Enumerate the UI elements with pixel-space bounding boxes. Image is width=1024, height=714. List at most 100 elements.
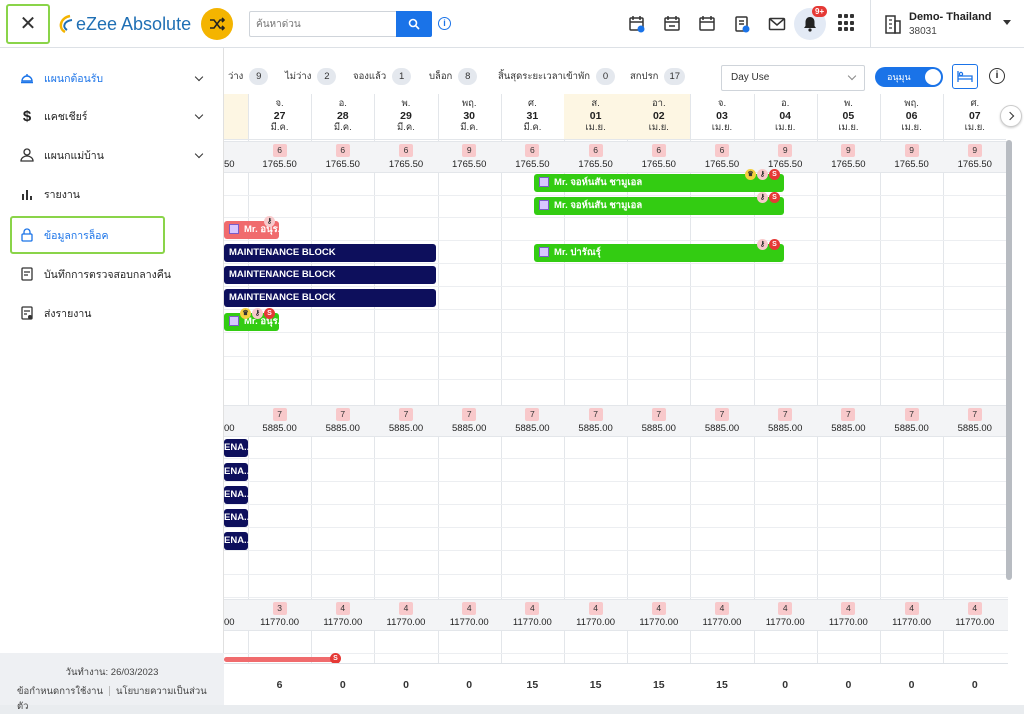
sidebar-item-housekeeping[interactable]: แผนกแม่บ้าน: [0, 136, 224, 174]
availability-cell[interactable]: 4 11770.00: [690, 602, 753, 629]
reservation-block[interactable]: MAINTENANCE BLOCK: [224, 266, 436, 284]
terms-link[interactable]: ข้อกำหนดการใช้งาน: [17, 686, 103, 697]
date-header[interactable]: พฤ. 30 มี.ค.: [437, 94, 501, 140]
availability-cell[interactable]: 7 5885.00: [690, 408, 753, 435]
property-name[interactable]: Demo- Thailand: [909, 11, 992, 23]
availability-cell[interactable]: 7 5885.00: [817, 408, 880, 435]
next-dates-button[interactable]: [1000, 105, 1022, 127]
sidebar-item-audit-trail[interactable]: ข้อมูลการล็อค: [10, 216, 165, 254]
approval-toggle[interactable]: อนุมุน: [875, 67, 943, 87]
date-header[interactable]: ส. 01 เม.ย.: [564, 94, 628, 140]
reservation-block[interactable]: ENA...: [224, 463, 252, 481]
availability-cell[interactable]: 7 5885.00: [374, 408, 437, 435]
sidebar-item-reports[interactable]: รายงาน: [0, 175, 224, 213]
calendar-check-icon[interactable]: [662, 14, 682, 34]
date-header[interactable]: พ. 29 มี.ค.: [374, 94, 438, 140]
sidebar-item-send-report[interactable]: ส่งรายงาน: [0, 294, 224, 332]
reservation-block[interactable]: Mr. จอห์นสัน ชามูเอล ♛ ⚷ S: [534, 169, 784, 192]
date-header[interactable]: อา. 02 เม.ย.: [627, 94, 691, 140]
availability-cell[interactable]: 7 5885.00: [438, 408, 501, 435]
stat-vacant[interactable]: ว่าง 9: [228, 68, 269, 85]
chevron-down-icon[interactable]: [1003, 20, 1011, 25]
availability-cell[interactable]: 4 11770.00: [438, 602, 501, 629]
chevron-down-icon[interactable]: [194, 110, 204, 120]
date-header[interactable]: พฤ. 06 เม.ย.: [880, 94, 944, 140]
availability-cell[interactable]: 7 5885.00: [880, 408, 943, 435]
reservation-block[interactable]: Mr. อนุร... ♛ ⚷ S: [224, 308, 286, 331]
availability-cell[interactable]: 6 1765.50: [690, 144, 753, 171]
availability-cell[interactable]: 4 11770.00: [627, 602, 690, 629]
availability-cell[interactable]: 7 5885.00: [311, 408, 374, 435]
availability-cell[interactable]: 6 1765.50: [374, 144, 437, 171]
mail-icon[interactable]: [767, 14, 787, 34]
availability-cell[interactable]: 7 5885.00: [564, 408, 627, 435]
availability-cell[interactable]: 4 11770.00: [564, 602, 627, 629]
sidebar-item-night-audit[interactable]: บันทึกการตรวจสอบกลางคืน: [0, 255, 224, 293]
availability-cell[interactable]: 7 5885.00: [943, 408, 1006, 435]
availability-cell[interactable]: 4 11770.00: [501, 602, 564, 629]
sidebar-item-front-desk[interactable]: แผนกต้อนรับ: [0, 59, 224, 97]
availability-cell[interactable]: 3 11770.00: [248, 602, 311, 629]
availability-cell[interactable]: 4 11770.00: [943, 602, 1006, 629]
stat-reserved[interactable]: จองแล้ว 1: [353, 68, 412, 85]
reservation-block[interactable]: ENA...: [224, 486, 252, 504]
availability-cell[interactable]: 7 5885.00: [248, 408, 311, 435]
reservation-block[interactable]: MAINTENANCE BLOCK: [224, 244, 436, 262]
date-header[interactable]: จ. 27 มี.ค.: [248, 94, 312, 140]
chevron-down-icon[interactable]: [194, 72, 204, 82]
reservation-block[interactable]: ENA...: [224, 509, 252, 527]
reservation-block[interactable]: Mr. จอห์นสัน ชามูเอล ⚷ S: [534, 192, 784, 215]
date-header[interactable]: ศ. 07 เม.ย.: [943, 94, 1007, 140]
shuffle-button[interactable]: [201, 8, 233, 40]
info-icon[interactable]: i: [438, 17, 451, 30]
availability-cell[interactable]: 4 11770.00: [754, 602, 817, 629]
availability-cell[interactable]: 6 1765.50: [564, 144, 627, 171]
vertical-scrollbar[interactable]: [1006, 140, 1012, 580]
date-header[interactable]: อ. 04 เม.ย.: [753, 94, 817, 140]
stat-due-out[interactable]: สิ้นสุดระยะเวลาเข้าพัก 0: [498, 68, 615, 85]
date-header[interactable]: จ. 03 เม.ย.: [690, 94, 754, 140]
calendar-icon[interactable]: [697, 14, 717, 34]
stat-blocked[interactable]: บล็อก 8: [429, 68, 478, 85]
legend-info-icon[interactable]: i: [989, 68, 1005, 84]
availability-cell[interactable]: 9 1765.50: [438, 144, 501, 171]
reservation-block[interactable]: ENA...: [224, 439, 252, 457]
availability-cell[interactable]: 4 11770.00: [374, 602, 437, 629]
invoice-icon[interactable]: [732, 14, 752, 34]
apps-grid-icon[interactable]: [838, 14, 856, 32]
close-menu-button[interactable]: ✕: [6, 4, 50, 44]
availability-cell[interactable]: 6 1765.50: [501, 144, 564, 171]
availability-cell[interactable]: 7 5885.00: [754, 408, 817, 435]
availability-cell[interactable]: 6 1765.50: [627, 144, 690, 171]
quick-search-input[interactable]: [249, 11, 397, 37]
availability-cell[interactable]: 9 1765.50: [754, 144, 817, 171]
reservation-block[interactable]: Mr. ปารัณรุ์ ⚷ S: [534, 239, 784, 262]
date-header[interactable]: ศ. 31 มี.ค.: [500, 94, 564, 140]
availability-cell[interactable]: 4 11770.00: [817, 602, 880, 629]
availability-cell[interactable]: 4 11770.00: [880, 602, 943, 629]
app-logo[interactable]: eZee Absolute: [56, 10, 191, 38]
availability-cell[interactable]: 7 5885.00: [627, 408, 690, 435]
view-select[interactable]: Day Use: [721, 65, 865, 91]
reservation-block[interactable]: MAINTENANCE BLOCK: [224, 289, 436, 307]
availability-cell[interactable]: 7 5885.00: [501, 408, 564, 435]
date-header[interactable]: พ. 05 เม.ย.: [816, 94, 880, 140]
new-reservation-calendar-icon[interactable]: [627, 14, 647, 34]
reservation-block[interactable]: Mr. อนุร... ⚷: [224, 216, 286, 239]
reservation-block[interactable]: ENA...: [224, 532, 252, 550]
availability-cell[interactable]: 6 1765.50: [311, 144, 374, 171]
availability-cell[interactable]: 9 1765.50: [943, 144, 1006, 171]
availability-cell[interactable]: 9 1765.50: [880, 144, 943, 171]
date-header[interactable]: อ. 28 มี.ค.: [311, 94, 375, 140]
chevron-down-icon[interactable]: [194, 149, 204, 159]
availability-cell[interactable]: 9 1765.50: [817, 144, 880, 171]
availability-cell[interactable]: 6 1765.50: [248, 144, 311, 171]
reservation-block-partial[interactable]: S: [224, 653, 341, 664]
availability-cell[interactable]: 4 11770.00: [311, 602, 374, 629]
close-icon[interactable]: ✕: [19, 13, 37, 35]
stat-dirty[interactable]: สกปรก 17: [630, 68, 686, 85]
sidebar-item-cashier[interactable]: $ แคชเชียร์: [0, 97, 224, 135]
room-view-button[interactable]: [952, 64, 978, 89]
stat-occupied[interactable]: ไม่ว่าง 2: [285, 68, 337, 85]
search-button[interactable]: [396, 11, 432, 37]
